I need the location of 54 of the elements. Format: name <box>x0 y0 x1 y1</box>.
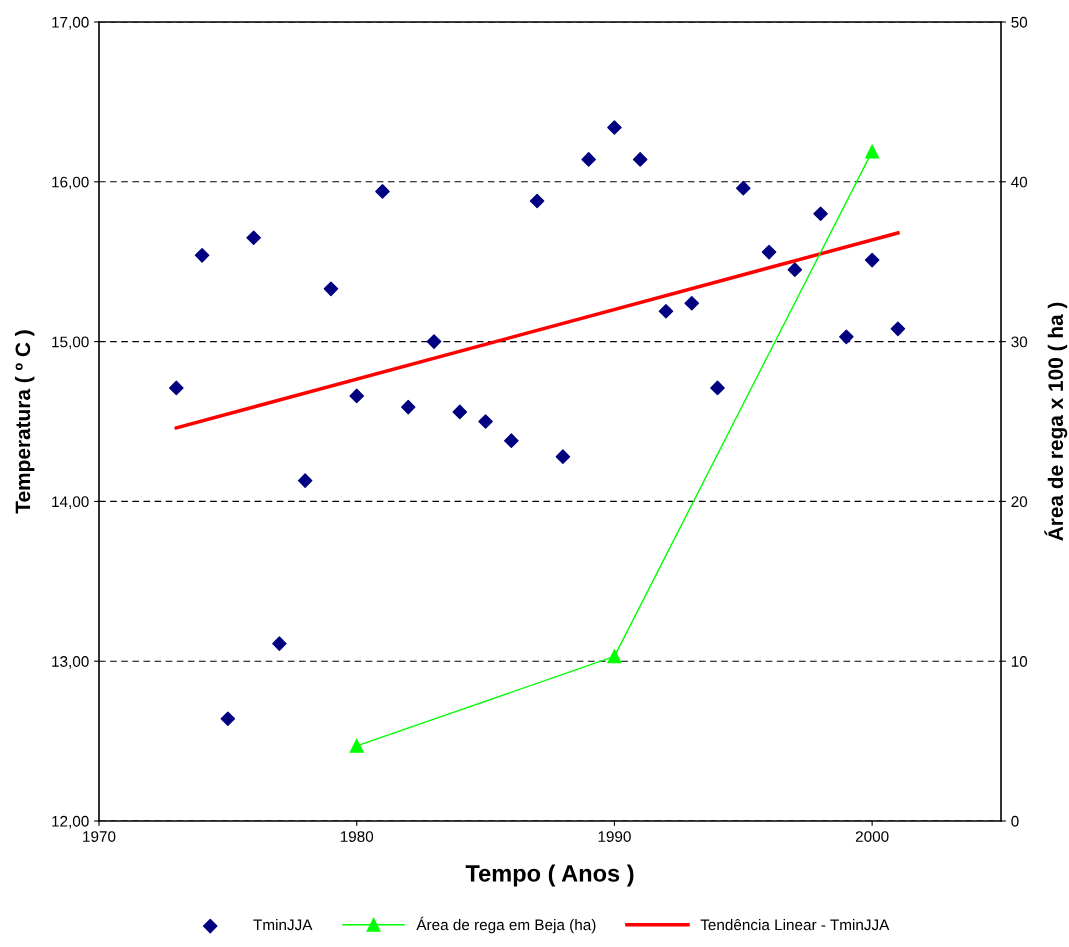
point <box>890 321 906 337</box>
point <box>349 738 364 753</box>
y2-tick-label: 30 <box>1011 336 1028 348</box>
x-tick-label: 1990 <box>598 831 631 842</box>
y2-tick-label: 20 <box>1011 496 1028 508</box>
x-axis-title: Tempo ( Anos ) <box>465 864 634 887</box>
point <box>478 414 493 429</box>
point <box>761 244 777 260</box>
point <box>169 380 184 396</box>
point <box>864 252 880 268</box>
point <box>272 636 287 651</box>
y-tick-label: 17,00 <box>52 16 89 30</box>
point <box>246 230 261 246</box>
point <box>297 473 313 488</box>
y2-tick-label: 40 <box>1011 176 1028 188</box>
point <box>555 449 571 464</box>
x-tick-label: 2000 <box>855 831 889 842</box>
point <box>426 334 442 349</box>
point <box>581 152 596 167</box>
point <box>684 295 700 311</box>
x-tick-label: 1970 <box>83 831 116 842</box>
y-tick-label: 16,00 <box>52 176 89 190</box>
point <box>607 649 622 664</box>
x-tick-label: 1980 <box>340 831 374 842</box>
point <box>452 404 468 420</box>
y2-tick-label: 50 <box>1011 16 1028 28</box>
point <box>529 193 545 209</box>
point <box>194 248 210 263</box>
point <box>839 329 854 345</box>
y2-tick-label: 0 <box>1011 815 1019 827</box>
y-tick-label: 14,00 <box>52 496 89 509</box>
y-tick-label: 12,00 <box>52 815 89 829</box>
point <box>220 711 236 727</box>
point <box>607 120 622 135</box>
point <box>323 281 339 297</box>
y2-axis-title: Área de rega x 100 ( ha ) <box>1044 302 1068 541</box>
point <box>736 180 751 196</box>
point <box>349 388 364 404</box>
legend-label: TminJJA <box>253 919 313 931</box>
point <box>710 380 725 396</box>
y-tick-label: 13,00 <box>52 656 89 669</box>
point <box>658 303 674 319</box>
y-axis-title: Temperatura ( º C ) <box>14 330 35 514</box>
point <box>632 152 648 167</box>
point <box>813 206 828 222</box>
y-tick-label: 15,00 <box>52 336 89 350</box>
point <box>400 399 416 415</box>
y2-tick-label: 10 <box>1011 656 1028 667</box>
point <box>504 433 519 448</box>
point <box>375 184 390 199</box>
point <box>865 144 880 159</box>
point <box>787 262 803 277</box>
legend-label: Tendência Linear - TminJJA <box>700 918 890 931</box>
legend-label: Área de rega em Beja (ha) <box>416 916 596 934</box>
